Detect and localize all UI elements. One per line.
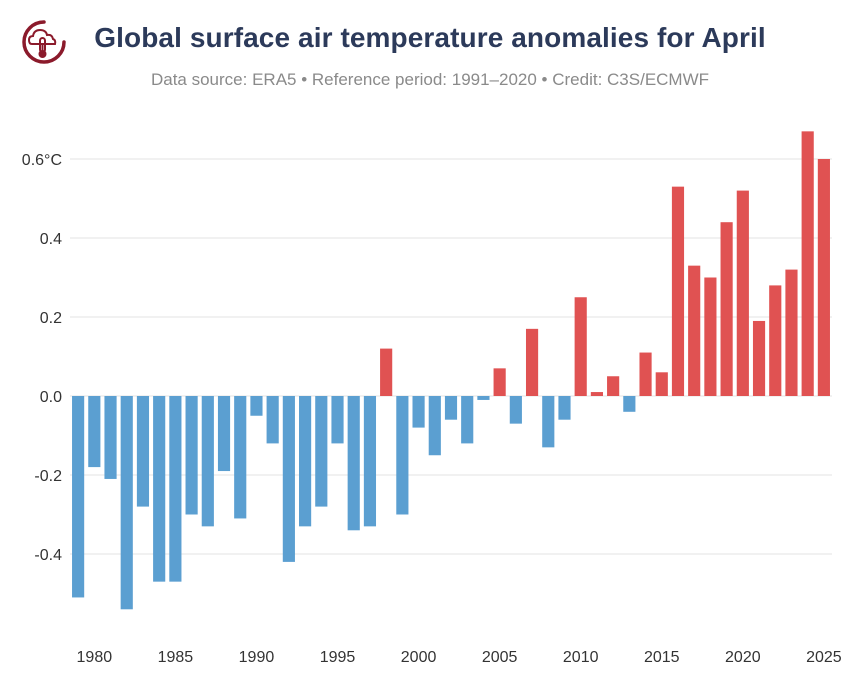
bar-2014 xyxy=(639,352,652,396)
bar-1990 xyxy=(250,396,263,416)
x-tick-label: 1980 xyxy=(77,649,113,666)
x-tick-label: 2015 xyxy=(644,649,680,666)
bar-1984 xyxy=(153,396,166,582)
bar-2013 xyxy=(623,396,636,412)
bar-2008 xyxy=(542,396,555,448)
x-tick-label: 2025 xyxy=(806,649,842,666)
bar-2018 xyxy=(704,277,717,396)
bar-2021 xyxy=(752,320,766,396)
chart-title: Global surface air temperature anomalies… xyxy=(94,22,766,53)
bar-1985 xyxy=(169,396,182,582)
y-tick-label: -0.2 xyxy=(34,468,62,485)
bar-2025 xyxy=(817,159,830,396)
bar-1994 xyxy=(315,396,328,507)
x-tick-label: 2005 xyxy=(482,649,518,666)
bar-1987 xyxy=(201,396,214,527)
bar-1995 xyxy=(331,396,344,444)
y-axis-ticks: -0.4 -0.2 0.0 0.2 0.4 0.6°C xyxy=(22,152,62,564)
x-tick-label: 2000 xyxy=(401,649,437,666)
bar-1997 xyxy=(363,396,377,527)
bar-2016 xyxy=(671,186,685,396)
bar-2012 xyxy=(607,376,620,396)
bar-1992 xyxy=(282,396,295,562)
bar-2024 xyxy=(801,131,814,396)
bar-2023 xyxy=(785,269,798,396)
bar-1993 xyxy=(299,396,312,527)
bar-1979 xyxy=(72,396,85,598)
bar-2010 xyxy=(574,297,587,396)
bar-1986 xyxy=(185,396,198,515)
bars xyxy=(72,131,830,610)
bar-2017 xyxy=(688,265,701,396)
x-tick-label: 1990 xyxy=(239,649,275,666)
bar-2000 xyxy=(412,396,425,428)
y-tick-label: 0.4 xyxy=(40,231,62,248)
bar-2006 xyxy=(509,396,522,424)
bar-2003 xyxy=(461,396,474,444)
bar-2022 xyxy=(769,285,782,396)
x-tick-label: 1995 xyxy=(320,649,356,666)
bar-2011 xyxy=(590,392,603,396)
bar-2019 xyxy=(720,222,733,396)
bar-1989 xyxy=(234,396,247,519)
x-axis-ticks: 1980 1985 1990 1995 2000 2005 2010 2015 2020 2025 xyxy=(77,649,842,666)
bar-2001 xyxy=(428,396,441,456)
bar-2007 xyxy=(525,328,539,396)
bar-2020 xyxy=(736,190,749,396)
y-tick-label: 0.6°C xyxy=(22,152,62,169)
bar-1996 xyxy=(347,396,360,531)
bar-1981 xyxy=(104,396,117,479)
cloud-thermometer-icon xyxy=(22,20,66,64)
x-tick-label: 2010 xyxy=(563,649,599,666)
bar-2015 xyxy=(655,372,668,396)
y-tick-label: 0.0 xyxy=(40,389,62,406)
bar-1988 xyxy=(217,396,231,472)
bar-2002 xyxy=(444,396,458,420)
chart-subtitle: Data source: ERA5 • Reference period: 19… xyxy=(150,70,710,89)
bar-1980 xyxy=(88,396,101,468)
grid-lines xyxy=(70,158,832,555)
bar-1982 xyxy=(120,396,133,610)
y-tick-label: -0.4 xyxy=(34,547,62,564)
x-tick-label: 2020 xyxy=(725,649,761,666)
bar-2009 xyxy=(558,396,571,420)
x-tick-label: 1985 xyxy=(158,649,194,666)
bar-1998 xyxy=(380,348,393,396)
bar-2005 xyxy=(493,368,506,396)
y-tick-label: 0.2 xyxy=(40,310,62,327)
bar-1999 xyxy=(396,396,409,515)
bar-1991 xyxy=(266,396,279,444)
bar-2004 xyxy=(477,396,490,400)
bar-1983 xyxy=(136,396,150,507)
